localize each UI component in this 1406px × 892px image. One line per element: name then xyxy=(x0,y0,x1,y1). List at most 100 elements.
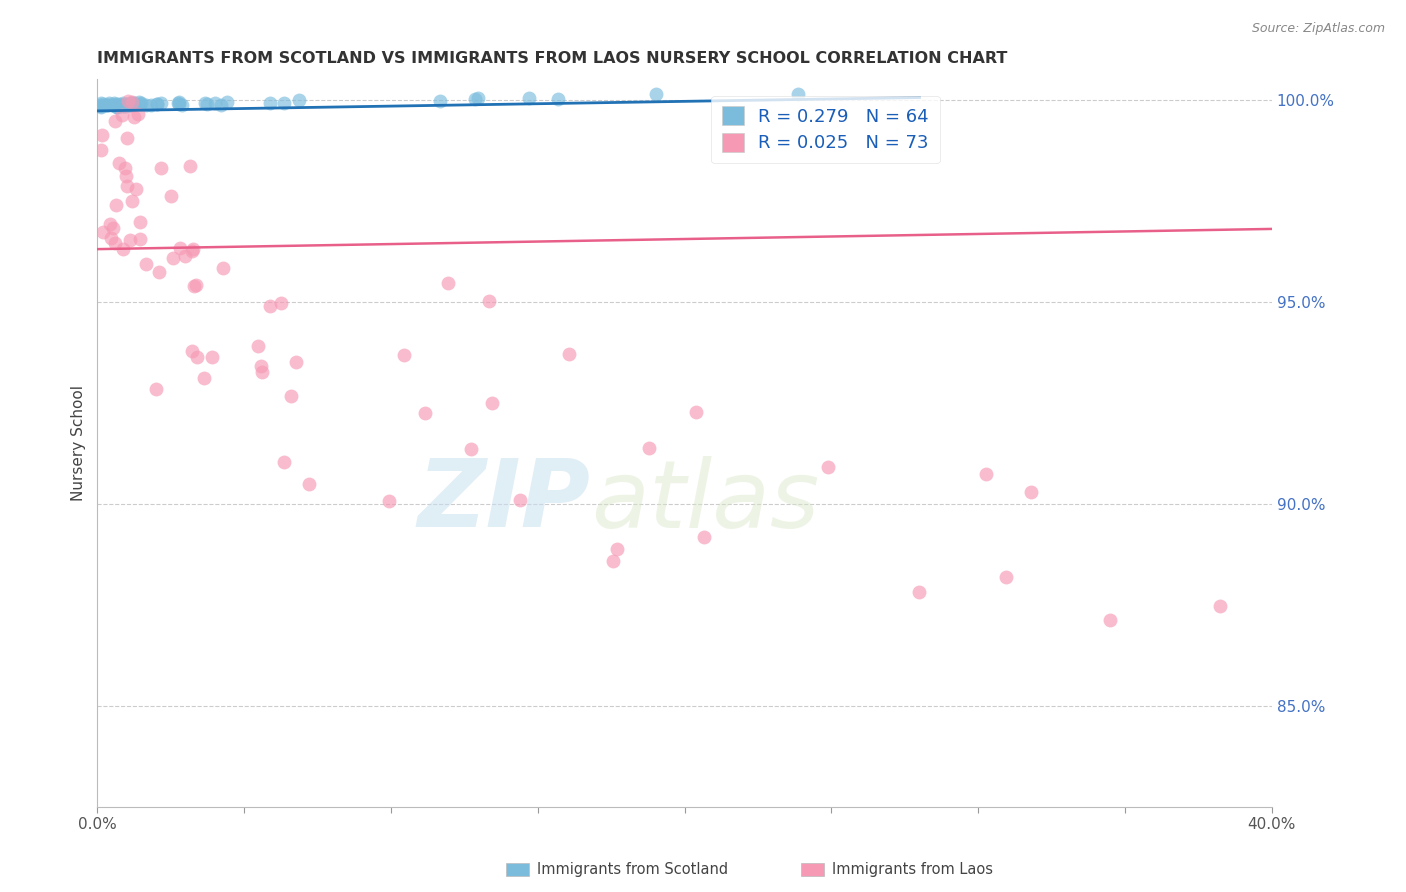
Point xyxy=(201,350,224,364)
Point xyxy=(212,260,235,275)
Point xyxy=(179,160,201,174)
Point xyxy=(111,99,134,113)
Point xyxy=(907,585,929,599)
Point xyxy=(103,96,125,111)
Point xyxy=(118,96,141,111)
Point xyxy=(181,244,204,259)
Point xyxy=(112,96,135,111)
Point xyxy=(122,96,145,111)
Point xyxy=(129,232,152,246)
Point xyxy=(115,130,138,145)
Point xyxy=(558,347,581,361)
Point xyxy=(124,182,146,196)
Point xyxy=(250,366,273,380)
Point xyxy=(247,339,270,353)
Point xyxy=(174,249,197,263)
Point xyxy=(378,493,401,508)
Point xyxy=(104,198,127,212)
Point xyxy=(508,492,530,507)
Point xyxy=(121,98,143,112)
Point xyxy=(127,107,149,121)
Point xyxy=(193,370,215,384)
Point xyxy=(105,100,128,114)
Point xyxy=(101,220,124,235)
Point xyxy=(100,230,122,244)
Point xyxy=(112,99,135,113)
Point xyxy=(1019,484,1042,499)
Point xyxy=(129,215,152,229)
Point xyxy=(89,98,111,112)
Point xyxy=(159,188,181,202)
Point xyxy=(91,96,114,111)
Point xyxy=(146,97,169,112)
Point xyxy=(100,98,122,112)
Point xyxy=(103,98,125,112)
Point xyxy=(392,348,415,362)
Point xyxy=(280,389,302,403)
Point xyxy=(478,293,501,308)
Point xyxy=(122,95,145,110)
Point xyxy=(467,91,489,105)
Point xyxy=(150,96,173,111)
Point xyxy=(115,179,138,194)
Point xyxy=(90,95,112,110)
Point xyxy=(122,110,145,124)
Point xyxy=(108,155,131,169)
Point xyxy=(638,441,661,455)
Point xyxy=(270,295,292,310)
Point xyxy=(181,242,204,256)
Y-axis label: Nursery School: Nursery School xyxy=(72,385,86,501)
Point xyxy=(118,98,141,112)
Point xyxy=(135,257,157,271)
Point xyxy=(547,91,569,105)
Point xyxy=(204,95,226,110)
Point xyxy=(415,406,437,420)
Point xyxy=(146,96,169,111)
Point xyxy=(118,233,141,247)
Point xyxy=(115,169,138,183)
Point xyxy=(194,95,217,110)
Point xyxy=(97,98,120,112)
Point xyxy=(115,99,138,113)
Text: atlas: atlas xyxy=(591,456,818,547)
Point xyxy=(145,382,167,396)
Point xyxy=(98,217,121,231)
Point xyxy=(148,265,170,279)
Point xyxy=(273,95,295,110)
Point xyxy=(693,530,716,544)
Point xyxy=(685,405,707,419)
Point xyxy=(139,97,162,112)
Point xyxy=(114,97,136,112)
Point xyxy=(259,299,281,313)
Point xyxy=(995,570,1018,584)
Point xyxy=(273,455,295,469)
Point xyxy=(195,97,218,112)
Point xyxy=(1208,599,1230,613)
Point xyxy=(437,276,460,290)
Point xyxy=(103,114,125,128)
Point xyxy=(1099,613,1122,627)
Point xyxy=(104,98,127,112)
Point xyxy=(259,95,281,110)
Point xyxy=(166,96,188,111)
Point xyxy=(181,344,204,359)
Point xyxy=(121,96,143,111)
Point xyxy=(105,97,128,112)
Point xyxy=(112,243,135,257)
Point xyxy=(117,94,139,108)
Point xyxy=(817,459,839,474)
Point xyxy=(602,554,624,568)
Text: IMMIGRANTS FROM SCOTLAND VS IMMIGRANTS FROM LAOS NURSERY SCHOOL CORRELATION CHAR: IMMIGRANTS FROM SCOTLAND VS IMMIGRANTS F… xyxy=(97,51,1008,66)
Point xyxy=(128,95,150,109)
Point xyxy=(787,87,810,102)
Point xyxy=(209,98,232,112)
Point xyxy=(91,225,114,239)
Point xyxy=(104,98,127,112)
Point xyxy=(90,99,112,113)
Point xyxy=(110,108,132,122)
Point xyxy=(606,542,628,557)
Point xyxy=(90,100,112,114)
Point xyxy=(105,100,128,114)
Point xyxy=(460,442,482,456)
Point xyxy=(114,161,136,175)
